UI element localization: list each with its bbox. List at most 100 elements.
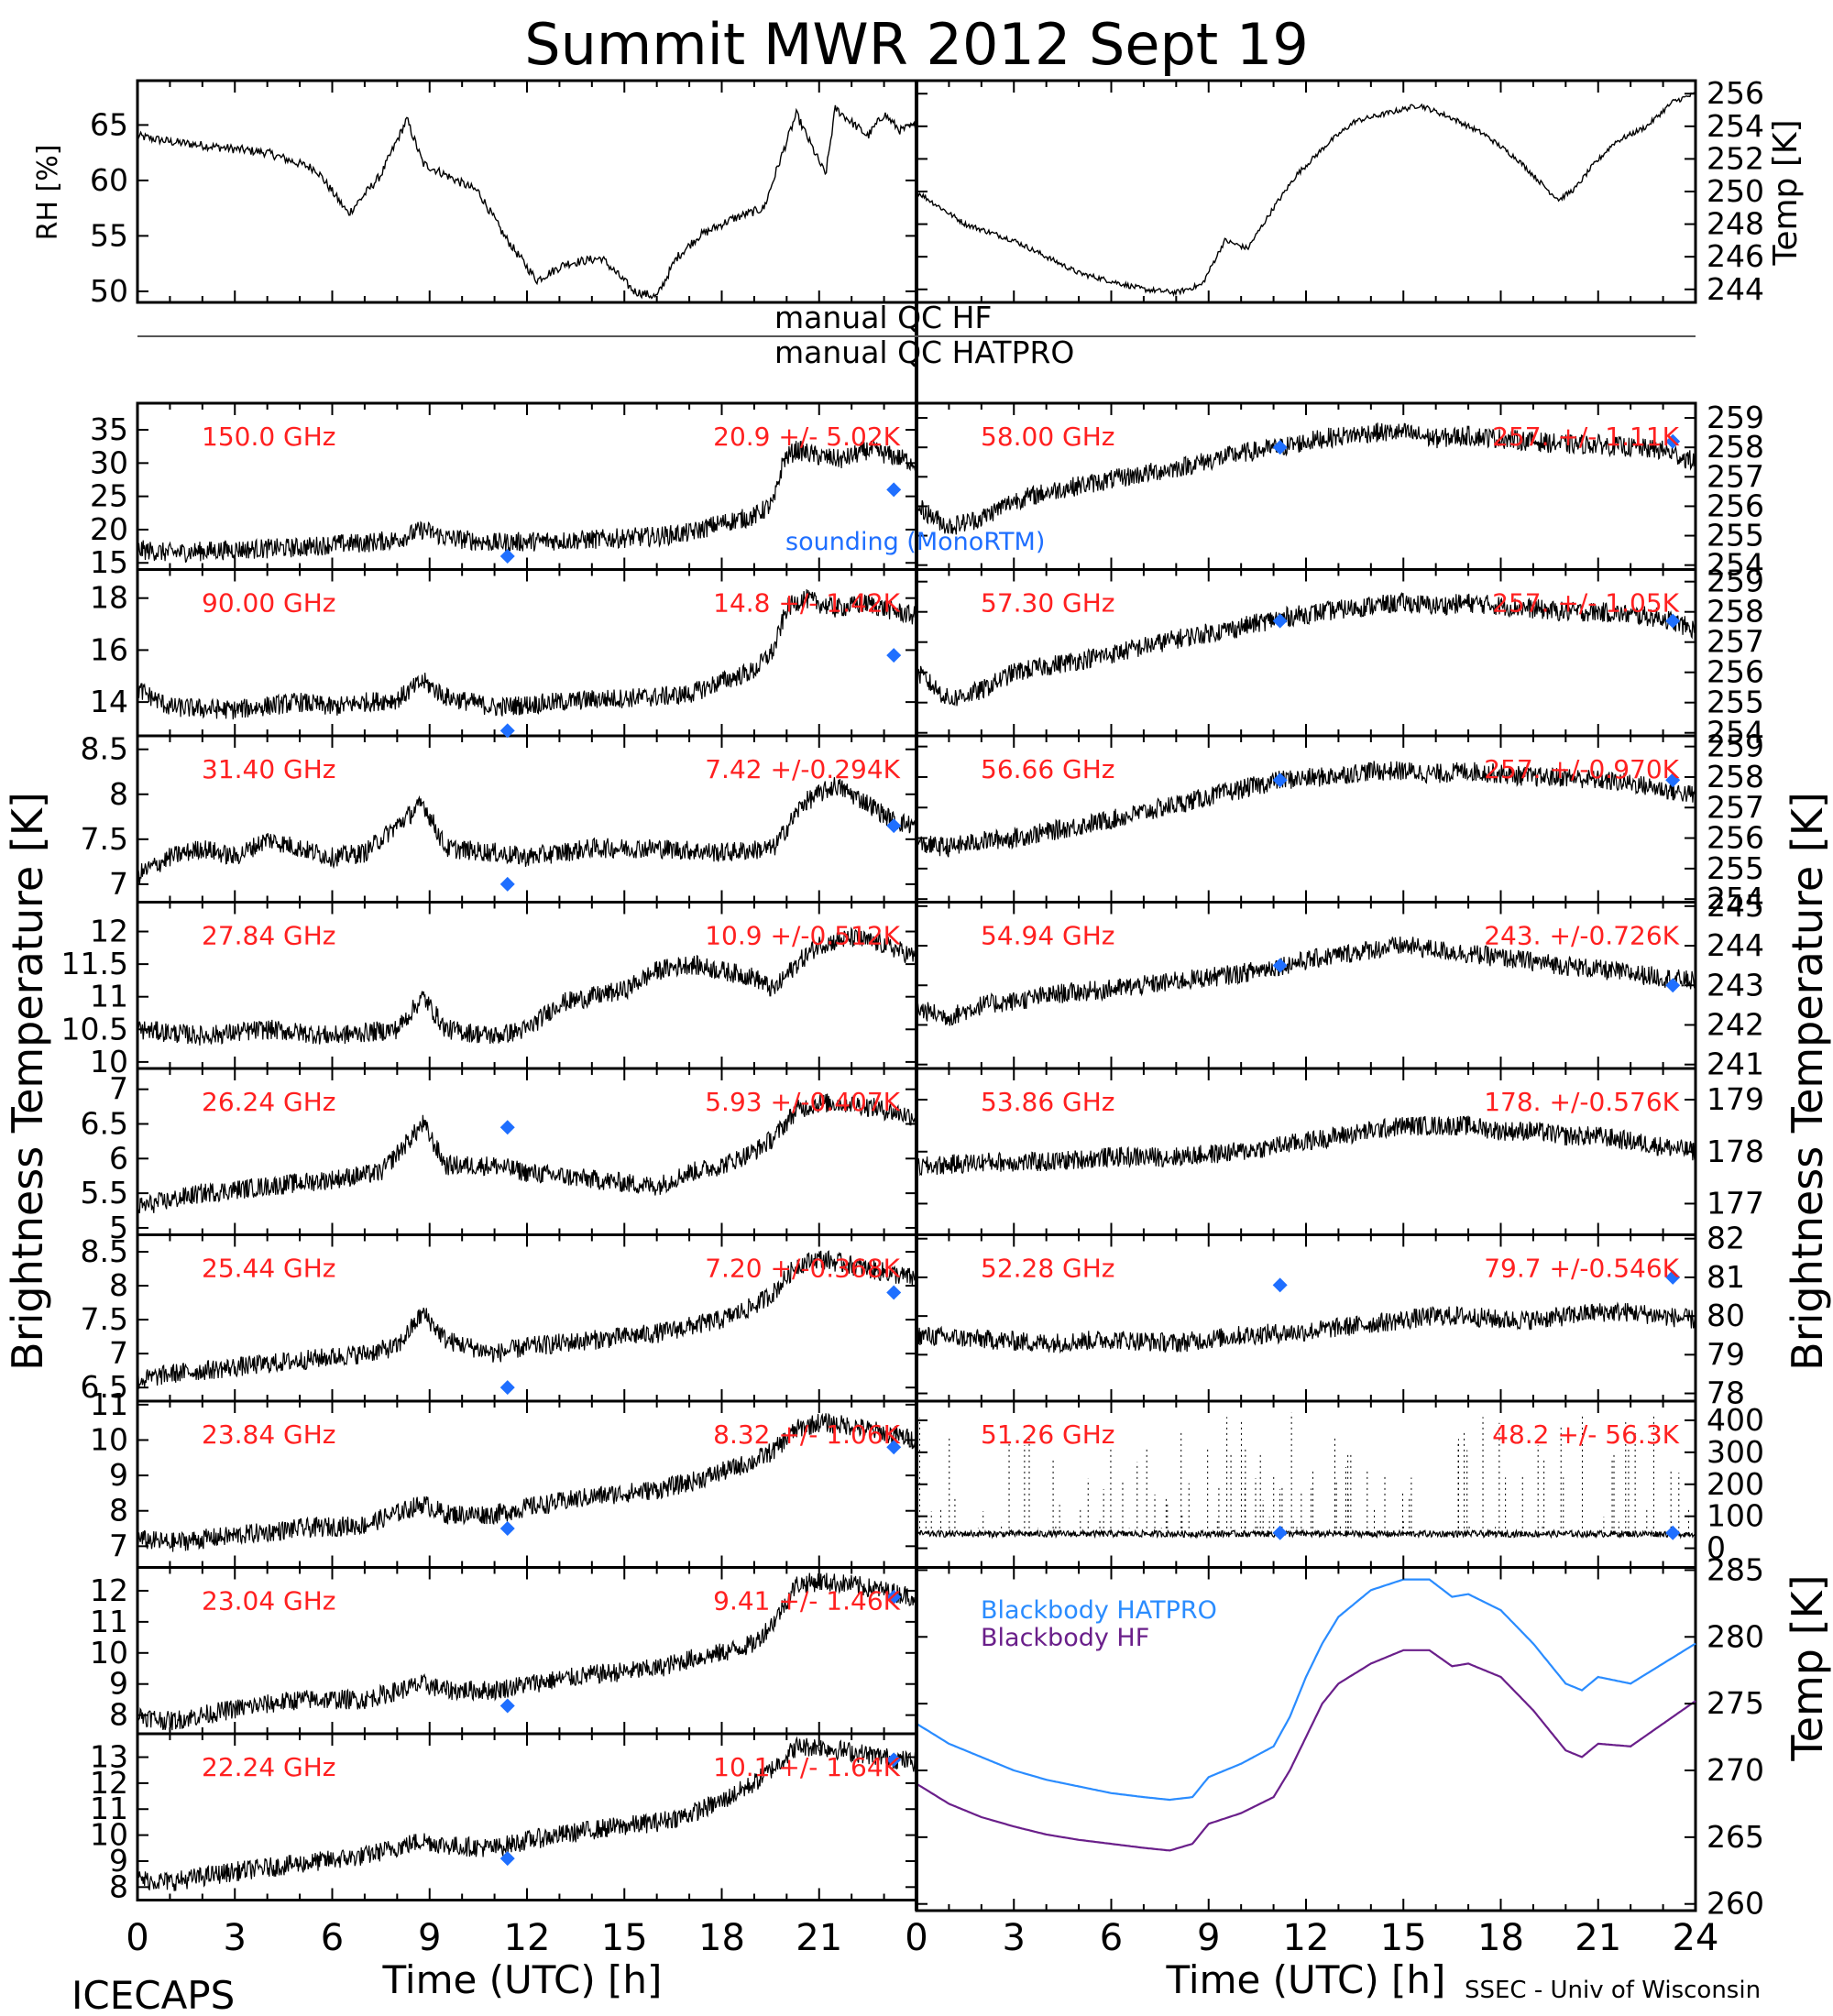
y-axis-title-temp-top: Temp [K]	[1767, 119, 1805, 266]
y-tick-label: 244	[1707, 927, 1764, 963]
frequency-label: 25.44 GHz	[202, 1254, 336, 1284]
y-tick-label: 245	[1707, 888, 1764, 924]
x-tick-label: 21	[796, 1917, 842, 1959]
y-tick-label: 12	[90, 1572, 128, 1608]
sounding-marker	[499, 1380, 515, 1396]
y-tick-label: 8	[109, 776, 128, 812]
y-tick-label: 280	[1707, 1618, 1764, 1654]
y-tick-label: 256	[1707, 654, 1764, 690]
y-tick-label: 35	[90, 411, 128, 447]
footer-right: SSEC - Univ of Wisconsin	[1465, 1977, 1761, 2004]
y-tick-label: 255	[1707, 518, 1764, 553]
y-tick-label: 7	[109, 866, 128, 902]
y-tick-label: 200	[1707, 1466, 1764, 1502]
x-tick-label: 6	[1100, 1917, 1123, 1959]
y-tick-label: 8.5	[81, 1233, 128, 1269]
y-tick-label: 275	[1707, 1685, 1764, 1721]
sounding-marker	[1665, 613, 1681, 629]
y-tick-label: 255	[1707, 850, 1764, 886]
x-tick-label: 21	[1575, 1917, 1621, 1959]
y-tick-label: 11	[90, 1791, 128, 1826]
y-tick-label: 100	[1707, 1498, 1764, 1534]
sounding-marker	[886, 1589, 902, 1605]
stat-label: 257. +/- 1.11K	[1492, 422, 1679, 452]
y-tick-label: 8	[109, 1868, 128, 1904]
y-tick-label: 252	[1707, 140, 1764, 176]
y-tick-label: 50	[90, 273, 128, 309]
y-tick-label: 11	[90, 1604, 128, 1639]
x-tick-label: 3	[224, 1917, 247, 1959]
stat-label: 14.8 +/- 1.42K	[713, 588, 900, 619]
series-line-1	[916, 1115, 1696, 1177]
x-tick-label: 6	[321, 1917, 344, 1959]
sounding-marker	[886, 818, 902, 834]
series-line-1	[916, 422, 1696, 535]
y-tick-label: 246	[1707, 238, 1764, 274]
qc-label-hatpro: manual QC HATPRO	[774, 334, 1074, 370]
stat-label: 7.20 +/-0.368K	[705, 1254, 900, 1284]
y-tick-label: 256	[1707, 820, 1764, 856]
y-tick-label: 178	[1707, 1134, 1764, 1169]
stat-label: 10.1 +/- 1.64K	[713, 1752, 900, 1782]
y-tick-label: 259	[1707, 564, 1764, 599]
series-line-1	[137, 440, 917, 564]
series-line-1	[137, 1736, 917, 1891]
y-tick-label: 12	[90, 914, 128, 949]
stat-label: 10.9 +/-0.512K	[705, 921, 900, 951]
sounding-marker	[1272, 613, 1288, 629]
y-tick-label: 65	[90, 106, 128, 142]
y-tick-label: 285	[1707, 1551, 1764, 1587]
frequency-label: 56.66 GHz	[981, 754, 1115, 784]
frequency-label: 26.24 GHz	[202, 1087, 336, 1117]
sounding-marker	[886, 482, 902, 498]
y-tick-label: 179	[1707, 1081, 1764, 1117]
x-tick-label: 9	[418, 1917, 441, 1959]
x-tick-label: 15	[1380, 1917, 1427, 1959]
y-tick-label: 60	[90, 162, 128, 198]
y-tick-label: 243	[1707, 967, 1764, 1003]
y-tick-label: 10.5	[61, 1011, 128, 1046]
sounding-marker	[886, 1285, 902, 1300]
sounding-marker	[499, 723, 515, 739]
series-line-1	[137, 1250, 917, 1389]
y-tick-label: 10	[90, 1635, 128, 1671]
y-tick-label: 260	[1707, 1886, 1764, 1922]
y-tick-label: 259	[1707, 400, 1764, 435]
sounding-marker	[1272, 772, 1288, 788]
frequency-label: 27.84 GHz	[202, 921, 336, 951]
footer-left: ICECAPS	[71, 1973, 235, 2016]
frequency-label: 90.00 GHz	[202, 588, 336, 619]
sounding-marker	[886, 1752, 902, 1768]
legend-blackbody-hatpro: Blackbody HATPRO	[981, 1596, 1217, 1625]
series-line-1	[916, 92, 1696, 298]
sounding-marker	[499, 548, 515, 564]
y-tick-label: 257	[1707, 624, 1764, 660]
y-tick-label: 250	[1707, 173, 1764, 209]
x-tick-label: 12	[1283, 1917, 1330, 1959]
stat-label: 7.42 +/-0.294K	[705, 754, 900, 784]
y-tick-label: 254	[1707, 108, 1764, 144]
y-tick-label: 257	[1707, 789, 1764, 825]
y-tick-label: 10	[90, 1044, 128, 1079]
x-tick-label: 9	[1197, 1917, 1220, 1959]
y-tick-label: 11	[90, 1386, 128, 1422]
sounding-marker	[886, 648, 902, 663]
y-tick-label: 6.5	[81, 1106, 128, 1142]
y-tick-label: 55	[90, 217, 128, 253]
y-tick-label: 78	[1707, 1375, 1745, 1411]
x-tick-label: 0	[126, 1917, 148, 1959]
series-line-1	[137, 926, 917, 1046]
sounding-marker	[499, 1851, 515, 1867]
series-line-1	[916, 936, 1696, 1026]
frequency-label: 22.24 GHz	[202, 1752, 336, 1782]
stat-label: 257. +/- 1.05K	[1492, 588, 1679, 619]
frequency-label: 52.28 GHz	[981, 1254, 1115, 1284]
y-tick-label: 8	[109, 1267, 128, 1303]
y-axis-title-left: Brightness Temperature [K]	[3, 792, 52, 1371]
y-tick-label: 265	[1707, 1819, 1764, 1855]
stat-label: 48.2 +/- 56.3K	[1492, 1419, 1679, 1450]
stat-label: 9.41 +/- 1.46K	[713, 1586, 900, 1616]
y-tick-label: 13	[90, 1739, 128, 1775]
data-layer	[137, 92, 1696, 1891]
stat-label: 257. +/-0.970K	[1484, 754, 1679, 784]
